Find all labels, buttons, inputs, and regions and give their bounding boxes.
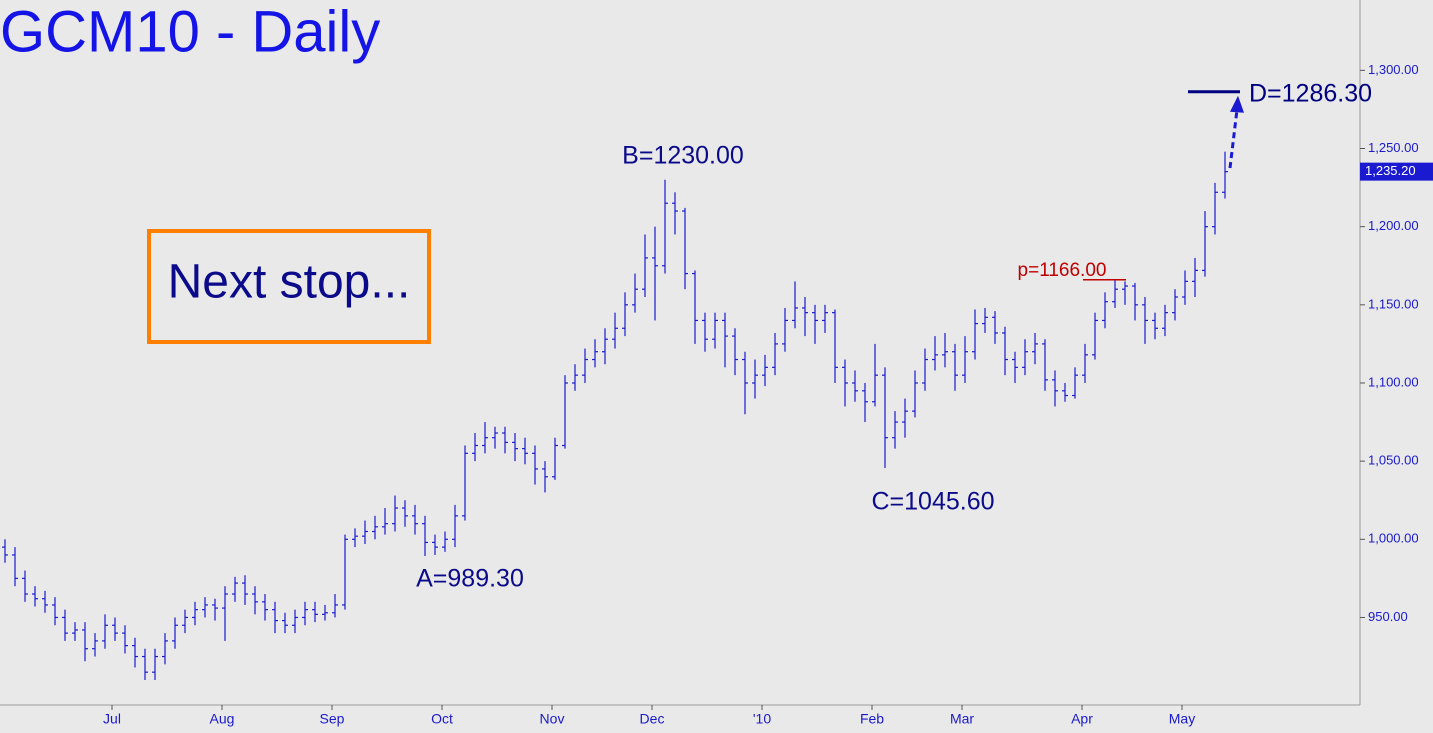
last-price-label: 1,235.20 [1365, 163, 1416, 178]
x-tick-label: Sep [320, 711, 345, 727]
target-label: p=1166.00 [1018, 260, 1107, 281]
target-arrowhead [1230, 95, 1244, 113]
x-tick-label: May [1169, 711, 1195, 727]
y-tick-label: 1,300.00 [1368, 62, 1419, 77]
pivot-label: B=1230.00 [622, 142, 744, 170]
x-tick-label: Mar [950, 711, 974, 727]
x-tick-label: Feb [860, 711, 884, 727]
x-tick-label: Oct [431, 711, 453, 727]
callout-text: Next stop... [168, 256, 411, 309]
y-tick-label: 1,250.00 [1368, 140, 1419, 155]
last-price-box [1360, 162, 1433, 181]
y-tick-label: 1,150.00 [1368, 296, 1419, 311]
x-tick-label: Aug [210, 711, 235, 727]
x-tick-label: Nov [540, 711, 565, 727]
pivot-label: C=1045.60 [871, 488, 994, 516]
callout-box [147, 229, 431, 344]
target-label: D=1286.30 [1249, 79, 1372, 107]
x-tick-label: Dec [640, 711, 665, 727]
x-tick-label: Apr [1071, 711, 1093, 727]
x-tick-label: Jul [103, 711, 121, 727]
y-tick-label: 1,050.00 [1368, 453, 1419, 468]
y-tick-label: 950.00 [1368, 609, 1408, 624]
y-tick-label: 1,100.00 [1368, 374, 1419, 389]
y-tick-label: 1,000.00 [1368, 531, 1419, 546]
y-tick-label: 1,200.00 [1368, 218, 1419, 233]
x-tick-label: '10 [753, 711, 771, 727]
chart-title: GCM10 - Daily [0, 0, 380, 64]
pivot-label: A=989.30 [416, 565, 524, 593]
